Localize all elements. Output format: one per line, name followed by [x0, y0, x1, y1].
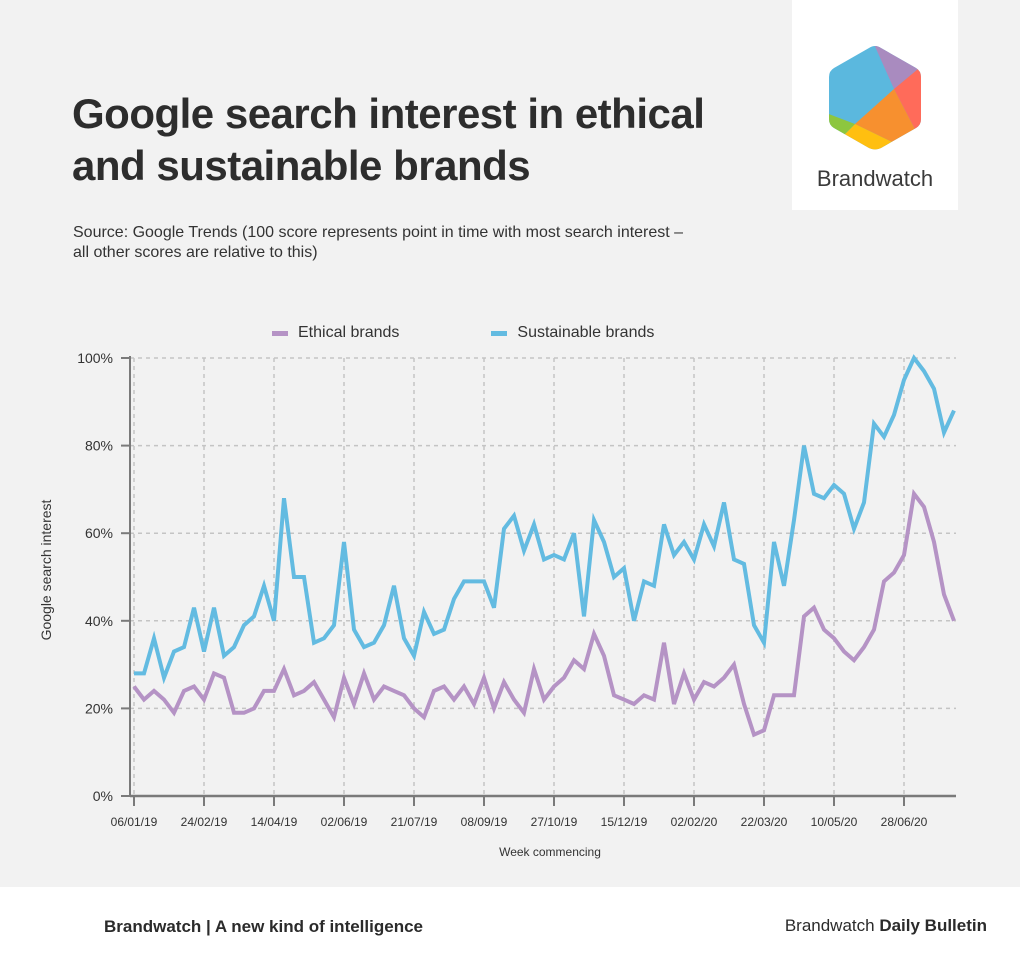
footer-publication-name: Daily Bulletin [879, 916, 987, 935]
legend-item-ethical: Ethical brands [272, 324, 399, 342]
legend-label-ethical: Ethical brands [298, 324, 400, 341]
legend-swatch-ethical [272, 330, 288, 336]
footer-bar: Brandwatch | A new kind of intelligence … [0, 887, 1020, 963]
x-tick-label: 21/07/19 [391, 815, 438, 829]
chart-title: Google search interest in ethical and su… [72, 90, 705, 189]
y-tick-label: 0% [93, 788, 113, 804]
x-tick-label: 14/04/19 [251, 815, 298, 829]
chart-gridlines [130, 357, 956, 796]
legend-item-sustainable: Sustainable brands [491, 324, 654, 342]
x-tick-label: 15/12/19 [601, 815, 648, 829]
chart-series-lines [132, 354, 956, 738]
brandwatch-logo-card: Brandwatch [792, 0, 958, 210]
chart-tick-labels: 0% 20% 40% 60% 80% 100% 06/01/19 24/02/19 14/04/… [77, 350, 927, 829]
x-tick-label: 08/09/19 [461, 815, 508, 829]
footer-publication-brand: Brandwatch [784, 916, 880, 935]
logo-orange-segment [855, 89, 919, 142]
x-tick-label: 02/02/20 [671, 815, 718, 829]
x-tick-label: 10/05/20 [811, 815, 858, 829]
chart-subtitle: Source: Google Trends (100 score represe… [73, 224, 684, 261]
y-tick-label: 40% [85, 613, 113, 629]
y-tick-label: 20% [85, 700, 113, 716]
legend-swatch-sustainable [491, 330, 508, 336]
y-axis-label: Google search interest [38, 499, 54, 641]
x-tick-label: 02/06/19 [321, 815, 368, 829]
x-tick-label: 27/10/19 [531, 815, 578, 829]
series-line-ethical-brands [132, 488, 956, 738]
footer-tagline: Brandwatch | A new kind of intelligence [104, 917, 423, 936]
x-tick-label: 06/01/19 [111, 815, 158, 829]
legend-label-sustainable: Sustainable brands [517, 324, 655, 341]
x-tick-label: 24/02/19 [181, 815, 228, 829]
series-line-sustainable-brands [134, 354, 956, 685]
x-axis-label: Week commencing [499, 845, 601, 859]
y-tick-label: 60% [85, 525, 113, 541]
chart-axes [121, 356, 956, 806]
y-tick-label: 80% [85, 438, 113, 454]
x-tick-label: 28/06/20 [881, 815, 928, 829]
chart-legend: Ethical brands Sustainable brands [272, 324, 654, 342]
y-tick-label: 100% [77, 350, 113, 366]
brandwatch-wordmark: Brandwatch [816, 166, 934, 191]
x-tick-label: 22/03/20 [741, 815, 788, 829]
footer-publication: Brandwatch Daily Bulletin [785, 916, 987, 936]
brandwatch-hexagon-logo-icon [829, 46, 921, 150]
